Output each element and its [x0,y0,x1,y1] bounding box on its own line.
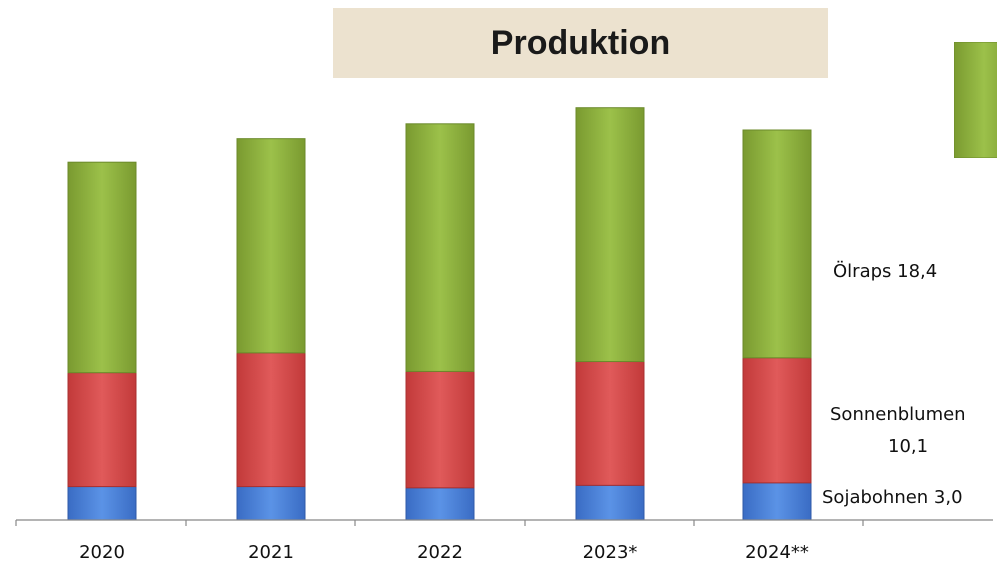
bar-sonnenblumen-0 [67,372,137,488]
bar-sonnenblumen-1 [236,352,306,488]
x-tick-label-3: 2023* [583,542,638,563]
x-tick-label-1: 2021 [248,542,294,563]
series-label-sojabohnen: Sojabohnen 3,0 [822,487,963,508]
bar-sojabohnen-0 [67,486,137,521]
series-label-sonnenblumen-line1: Sonnenblumen [830,404,966,425]
legend-swatch-oelraps [954,42,997,158]
x-tick-label-4: 2024** [745,542,809,563]
bar-sojabohnen-4 [742,482,812,521]
bar-oelraps-0 [67,161,137,374]
bar-oelraps-2 [405,123,475,372]
bar-oelraps-3 [575,107,645,363]
bar-sojabohnen-1 [236,486,306,521]
bar-sojabohnen-2 [405,487,475,521]
x-tick-label-2: 2022 [417,542,463,563]
series-label-sonnenblumen-line2: 10,1 [888,436,928,457]
x-tick-label-0: 2020 [79,542,125,563]
series-label-oelraps: Ölraps 18,4 [833,260,937,282]
bar-sojabohnen-3 [575,484,645,521]
chart-title-box: Produktion [333,8,828,78]
bar-sonnenblumen-2 [405,370,475,489]
chart-title: Produktion [490,23,671,62]
bar-sonnenblumen-4 [742,357,812,484]
bar-oelraps-1 [236,138,306,354]
bar-sonnenblumen-3 [575,361,645,486]
bar-oelraps-4 [742,129,812,359]
